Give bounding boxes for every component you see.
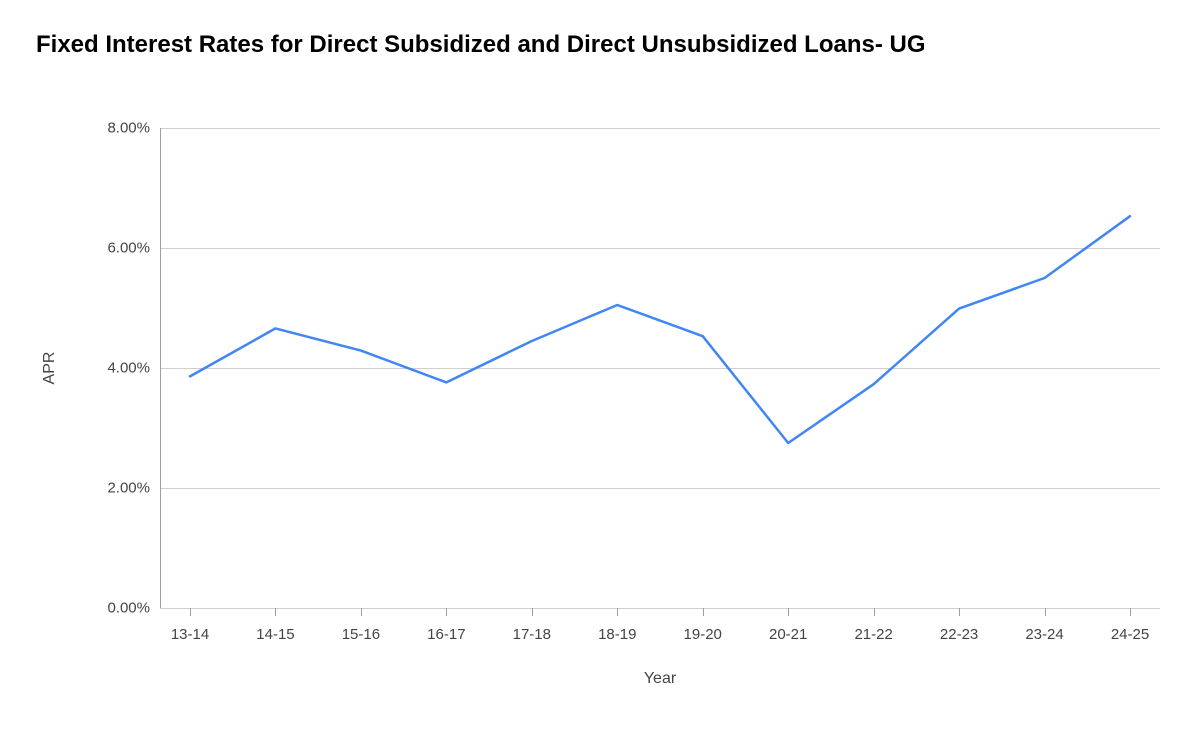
x-tick-mark — [788, 608, 789, 616]
x-tick-mark — [617, 608, 618, 616]
chart-container: Fixed Interest Rates for Direct Subsidiz… — [0, 0, 1200, 742]
y-tick-label: 8.00% — [107, 120, 160, 137]
x-tick-mark — [874, 608, 875, 616]
y-tick-label: 4.00% — [107, 360, 160, 377]
y-tick-label: 6.00% — [107, 240, 160, 257]
x-tick-mark — [361, 608, 362, 616]
x-tick-mark — [1130, 608, 1131, 616]
x-tick-mark — [190, 608, 191, 616]
x-tick-mark — [1045, 608, 1046, 616]
chart-svg — [160, 128, 1160, 608]
series-line — [190, 216, 1130, 443]
y-axis-label: APR — [41, 352, 59, 385]
x-tick-mark — [275, 608, 276, 616]
x-tick-mark — [703, 608, 704, 616]
gridline — [160, 608, 1160, 609]
plot-area: 0.00%2.00%4.00%6.00%8.00%13-1414-1515-16… — [160, 128, 1160, 608]
chart-title: Fixed Interest Rates for Direct Subsidiz… — [36, 30, 1164, 60]
x-tick-mark — [959, 608, 960, 616]
y-tick-label: 0.00% — [107, 600, 160, 617]
y-tick-label: 2.00% — [107, 480, 160, 497]
x-axis-label: Year — [644, 670, 676, 688]
x-tick-mark — [532, 608, 533, 616]
x-tick-mark — [446, 608, 447, 616]
